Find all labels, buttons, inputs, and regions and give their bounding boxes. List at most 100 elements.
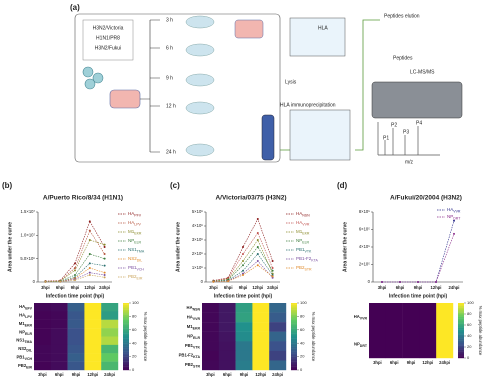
colorbar-step [458,351,464,353]
colorbar-tick-label: 80 [467,311,472,316]
colorbar-step [458,347,464,349]
virus-icon [92,72,104,84]
colorbar-step [123,311,129,314]
heat-cell [67,319,85,329]
colorbar-step [123,326,129,329]
colorbar-step [458,349,464,352]
heat-cell [202,322,219,332]
colorbar-step [458,307,464,309]
label-sub: DRT [453,216,461,220]
colorbar-step [291,334,297,337]
x-tick-label: 9hpi [414,285,423,290]
heat-cell [235,350,253,361]
legend-entry: HANSN [296,211,310,217]
colorbar-tick-label: 100 [132,300,139,305]
series-line [45,272,105,283]
series-line [213,246,273,282]
x-tick-label: 9hpi [407,360,416,365]
peak-label: P3 [403,129,409,135]
heat-cell [202,303,219,313]
y-axis-label: Area under the curve [342,222,348,272]
colorbar-step [123,368,129,371]
step-label: Peptides [393,55,413,61]
row-label: NS2DIL [18,346,33,352]
heat-cell [269,303,287,313]
row-label: HAVVR [187,314,201,320]
colorbar-tick-label: 60 [467,322,472,327]
timepoint: 6 h [166,45,173,51]
heat-cell [50,328,68,337]
colorbar-step [291,344,297,347]
label-main: NP [187,334,193,339]
point [74,279,76,282]
label-sub: EKR [302,231,310,235]
x-tick-label: 12hpi [422,360,433,365]
y-tick-label: 8×10⁵ [359,209,370,214]
colorbar-label: % max peptide abundance [478,306,483,356]
x-tick-label: 12hpi [252,285,263,290]
label-main: NP [128,238,134,243]
strain: H3N2/Victoria [93,25,124,31]
label-sub: VVR [453,209,461,213]
strain: H1N1/PR8 [96,35,120,41]
colorbar-step [458,304,464,306]
colorbar-step [291,329,297,332]
heat-cell [84,344,102,354]
point [74,267,76,269]
colorbar-step [458,334,464,337]
label-sub: NSN [302,213,310,217]
label-sub: VTK [193,345,200,349]
zoom-box [289,109,351,161]
label-main: NP [19,329,25,334]
colorbar-step [458,308,464,311]
heat-cell [101,361,119,371]
legend-entry: HAPFV [128,211,142,217]
colorbar-tick-label: 100 [300,300,307,305]
heat-cell [101,303,119,312]
colorbar-step [458,355,464,357]
colorbar-step [458,316,464,319]
point [74,269,76,272]
colorbar-step [291,321,297,324]
heat-cell [67,336,85,346]
colorbar-step [123,338,129,341]
colorbar-step [291,341,297,344]
x-tick-label: 3hpi [373,360,382,365]
colorbar-step [291,353,297,356]
heat-cell [218,322,236,332]
x-tick-label: 6hpi [390,360,399,365]
x-tick-label: 6hpi [55,372,64,377]
point [242,264,244,267]
colorbar-step [291,348,297,351]
colorbar-step [291,359,297,362]
label-main: HA [128,211,134,216]
x-tick-label: 3hpi [378,285,387,290]
x-tick-label: 3hpi [209,285,218,290]
series-line [213,253,273,282]
y-tick-label: 5×10⁶ [192,209,203,214]
virus-icon [82,66,94,78]
label-main: HA [128,220,134,225]
row-label: HANSN [187,305,201,311]
x-tick-label: 6hpi [396,285,405,290]
colorbar-step [458,309,464,312]
heat-cell [84,336,102,346]
label-main: NP [354,341,360,346]
colorbar-step [291,304,297,307]
colorbar-step [123,308,129,310]
y-tick-label: 0 [368,279,371,284]
label-sub: KTA [311,258,318,262]
point [435,281,437,283]
label-sub: ELR [25,332,32,336]
heat-cell [252,312,270,323]
point [74,262,76,265]
heat-cell [419,330,437,359]
label-sub: ELR [193,336,200,340]
heat-cell [269,360,287,371]
colorbar-step [291,346,297,349]
label-sub: DIL [26,348,33,352]
x-tick-label: 12hpi [87,372,98,377]
chart-title: A/Victoria/03/75 (H3N2) [215,195,286,202]
heat-cell [67,353,85,362]
